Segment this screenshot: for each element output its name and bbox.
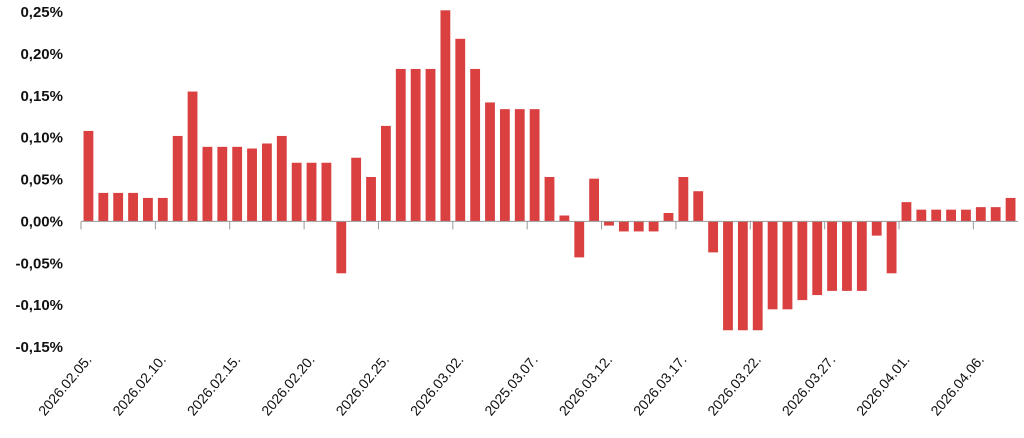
bar <box>485 102 495 222</box>
bar <box>187 91 198 222</box>
bar <box>604 221 614 226</box>
bar <box>172 135 183 222</box>
x-tick-label: 2026.02.10. <box>109 352 169 419</box>
bar <box>306 162 317 222</box>
bar <box>574 221 585 258</box>
bar <box>856 221 867 291</box>
bar <box>708 221 719 253</box>
bar <box>351 157 362 222</box>
bar <box>946 209 956 222</box>
bar <box>98 192 109 222</box>
bar <box>514 109 525 222</box>
bar <box>842 221 852 291</box>
x-tick-label: 2026.04.06. <box>927 352 987 419</box>
bar <box>83 130 94 222</box>
bar <box>470 68 481 222</box>
bar <box>217 146 228 222</box>
bar <box>797 221 808 301</box>
bar <box>618 221 629 232</box>
bar <box>663 213 674 222</box>
y-tick-label: 0,20% <box>20 46 63 63</box>
y-tick-label: 0,15% <box>20 88 63 105</box>
bar <box>425 68 436 222</box>
bar <box>975 207 986 222</box>
x-tick-label: 2026.03.02. <box>407 352 467 419</box>
bar <box>931 209 942 222</box>
bar <box>633 221 644 232</box>
bar <box>395 68 406 222</box>
bar <box>499 109 510 222</box>
bar <box>262 143 272 222</box>
bar <box>410 68 421 222</box>
bar <box>916 209 927 222</box>
bar <box>232 146 243 222</box>
bar <box>559 215 570 222</box>
y-tick-label: -0,05% <box>15 255 63 272</box>
bar <box>455 38 466 222</box>
bar <box>143 197 153 222</box>
bar <box>128 192 138 222</box>
y-axis-labels: 0,25% 0,20% 0,15% 0,10% 0,05% 0,00% -0,05% -0,1… <box>15 4 63 356</box>
x-tick-label: 2026.03.22. <box>704 352 764 419</box>
bar <box>366 176 376 222</box>
bar <box>990 207 1001 222</box>
bar <box>202 146 213 222</box>
x-axis-labels: 2026.02.05. 2026.02.10. 2026.02.15. 2026.02… <box>35 352 987 419</box>
bar <box>157 197 168 222</box>
bar <box>827 221 837 291</box>
x-tick-label: 2026.02.25. <box>332 352 392 419</box>
bar <box>812 221 823 296</box>
bar <box>678 176 689 222</box>
bar <box>276 135 287 222</box>
bar <box>767 221 778 310</box>
x-tick-label: 2026.02.05. <box>35 352 95 419</box>
y-tick-label: 0,00% <box>20 213 63 230</box>
x-tick-label: 2026.02.20. <box>258 352 318 419</box>
bar <box>737 221 748 331</box>
bar <box>247 148 257 222</box>
bar <box>440 10 451 222</box>
bar <box>1005 197 1016 222</box>
bar <box>723 221 733 331</box>
y-tick-label: -0,10% <box>15 297 63 314</box>
y-tick-label: -0,15% <box>15 339 63 356</box>
y-tick-label: 0,25% <box>20 4 63 21</box>
bars <box>83 10 1016 331</box>
bar <box>589 178 600 222</box>
bar <box>380 125 391 222</box>
bar <box>321 162 332 222</box>
bar <box>291 162 302 222</box>
bar <box>693 191 704 222</box>
bar <box>544 176 555 222</box>
y-tick-label: 0,05% <box>20 172 63 189</box>
bar <box>961 209 971 222</box>
bar <box>752 221 763 331</box>
x-tick-label: 2026.04.01. <box>853 352 913 419</box>
x-tick-label: 2025.03.07. <box>481 352 541 419</box>
bar <box>901 202 912 222</box>
bar <box>648 221 659 232</box>
x-axis-ticks <box>80 221 974 230</box>
bar <box>782 221 793 310</box>
bar <box>886 221 897 274</box>
y-tick-label: 0,10% <box>20 130 63 147</box>
bar <box>336 221 347 274</box>
x-tick-label: 2026.02.15. <box>184 352 244 419</box>
x-tick-label: 2026.03.27. <box>779 352 839 419</box>
x-tick-label: 2026.03.17. <box>630 352 690 419</box>
bar <box>529 109 540 222</box>
x-tick-label: 2026.03.12. <box>555 352 615 419</box>
bar <box>113 192 124 222</box>
bar <box>871 221 882 236</box>
